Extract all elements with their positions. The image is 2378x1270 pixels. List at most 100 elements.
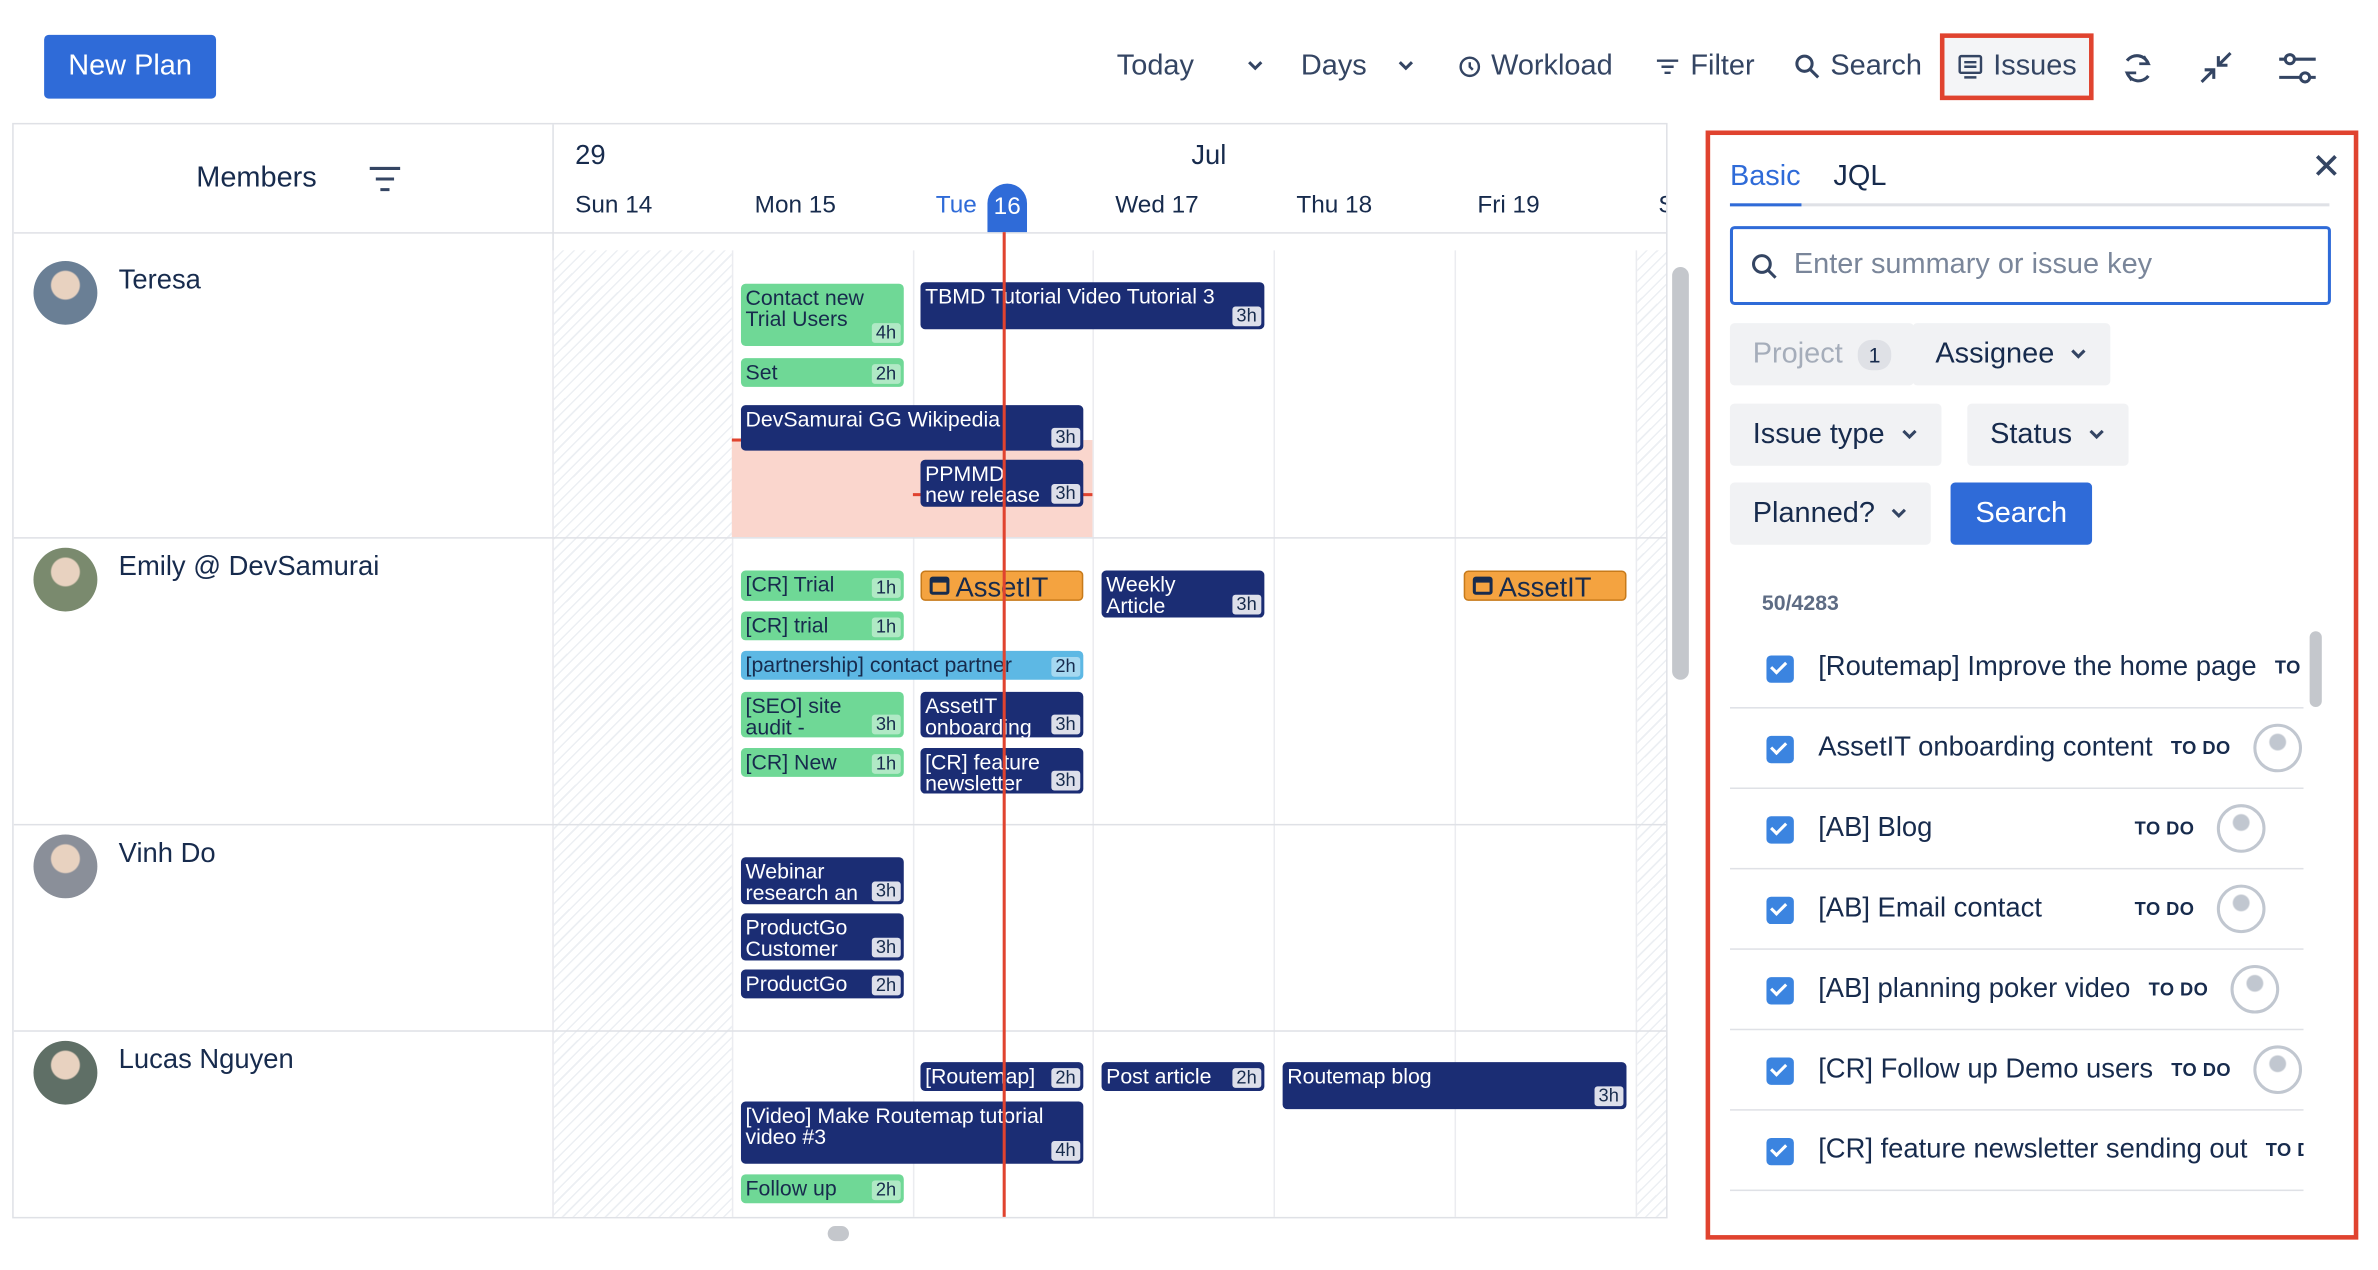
issue-row[interactable]: [AB] Blog TO DO — [1729, 789, 2304, 870]
event-title: AssetIT — [956, 572, 1049, 600]
event-title: PPMMD new release — [925, 461, 1040, 507]
event-duration: 3h — [1593, 1086, 1624, 1107]
search-input[interactable]: Enter summary or issue key — [1729, 226, 2331, 305]
event-duration: 3h — [1050, 483, 1081, 504]
status-filter[interactable]: Status — [1967, 403, 2129, 466]
day-label: Sun 14 — [575, 192, 653, 219]
collapse-icon[interactable] — [2197, 49, 2237, 88]
event[interactable]: ProductGo 2h — [740, 969, 904, 999]
event-title: [partnership] contact partner — [745, 652, 1012, 677]
project-filter[interactable]: Project 1 — [1729, 323, 1914, 386]
refresh-icon[interactable] — [2118, 49, 2158, 88]
clock-icon — [1459, 56, 1481, 78]
today-dropdown[interactable]: Today — [1117, 50, 1264, 83]
chevron — [1901, 429, 1917, 439]
list-scrollbar — [2309, 631, 2322, 708]
day-column — [1092, 250, 1273, 1217]
filter-button[interactable]: Filter — [1654, 50, 1755, 83]
event[interactable]: TBMD Tutorial Video Tutorial 3 3h — [920, 282, 1265, 330]
day-label: Thu 18 — [1296, 192, 1373, 219]
close-icon[interactable] — [2314, 153, 2338, 177]
event[interactable]: Set 2h — [740, 358, 904, 387]
tab-basic[interactable]: Basic — [1729, 160, 1801, 193]
event-duration: 3h — [871, 714, 901, 735]
planned-filter[interactable]: Planned? — [1729, 482, 1932, 545]
member-name: Emily @ DevSamurai — [118, 550, 380, 582]
event[interactable]: AssetIT — [1463, 570, 1627, 601]
event[interactable]: [partnership] contact partner 2h — [740, 650, 1084, 680]
event[interactable]: [CR] New 1h — [740, 748, 904, 777]
issue-title: [CR] Follow up Demo users — [1818, 1053, 2154, 1084]
checkbox[interactable] — [1766, 896, 1794, 925]
checkbox[interactable] — [1766, 1137, 1794, 1166]
event-title: ProductGo Customer — [745, 914, 848, 961]
event[interactable]: Contact new Trial Users 4h — [740, 283, 904, 346]
members-header: Members — [196, 162, 317, 195]
event[interactable]: AssetIT — [920, 570, 1084, 601]
workload-label: Workload — [1491, 50, 1613, 82]
checkbox[interactable] — [1766, 655, 1794, 683]
day-label: Mon 15 — [754, 192, 836, 219]
event[interactable]: [Video] Make Routemap tutorial video #3 4… — [740, 1101, 1084, 1164]
issues-icon — [1958, 54, 1983, 79]
issue-row[interactable]: AssetIT onboarding content TO DO — [1729, 709, 2304, 789]
event[interactable]: ProductGo Customer 3h — [740, 913, 904, 961]
event[interactable]: [Routemap] 2h — [920, 1062, 1084, 1091]
assignee-filter[interactable]: Assignee — [1912, 323, 2111, 386]
chevron — [1247, 61, 1262, 71]
search-button[interactable]: Search — [1794, 50, 1922, 83]
checkbox[interactable] — [1766, 735, 1794, 764]
issue-row[interactable]: [CR] feature newsletter sending out TO DO — [1729, 1111, 2304, 1192]
settings-icon[interactable] — [2276, 49, 2319, 88]
checkbox[interactable] — [1766, 816, 1794, 844]
event-title: [CR] New — [745, 749, 837, 774]
days-dropdown[interactable]: Days — [1301, 50, 1416, 83]
event[interactable]: Weekly Article 3h — [1101, 570, 1265, 618]
chevron — [2089, 429, 2104, 439]
checkbox[interactable] — [1766, 1057, 1794, 1085]
event-duration: 1h — [871, 753, 901, 774]
event-duration: 4h — [871, 322, 901, 343]
event[interactable]: Follow up 2h — [740, 1174, 904, 1204]
event-title: [CR] trial — [745, 612, 829, 638]
event[interactable]: DevSamurai GG Wikipedia 3h — [740, 405, 1084, 451]
event-duration: 1h — [871, 617, 901, 638]
event-duration: 2h — [1050, 656, 1081, 677]
event[interactable]: [CR] feature newsletter 3h — [920, 748, 1084, 794]
issues-button[interactable]: Issues — [1939, 33, 2094, 101]
today-line — [1002, 232, 1006, 1217]
event[interactable]: Post article 2h — [1101, 1062, 1265, 1091]
event[interactable]: Webinar research an 3h — [740, 857, 904, 905]
event[interactable]: Routemap blog 3h — [1282, 1062, 1627, 1110]
workload-button[interactable]: Workload — [1458, 50, 1613, 83]
event-title: ProductGo — [745, 971, 848, 996]
issue-title: [AB] Blog — [1818, 811, 1933, 843]
overload-line — [731, 438, 745, 442]
event-title: [Video] Make Routemap tutorial video #3 — [745, 1103, 1044, 1149]
event[interactable]: PPMMD new release 3h — [920, 459, 1084, 507]
status-label: Status — [1990, 418, 2073, 450]
event[interactable]: [SEO] site audit - 3h — [740, 691, 904, 738]
chevron — [2071, 348, 2086, 358]
issue-status: TO DO — [2134, 817, 2195, 840]
day-label: Tue — [935, 192, 977, 219]
event[interactable]: [CR] trial 1h — [740, 611, 904, 641]
weekend-column — [1635, 250, 1667, 1217]
tab-jql[interactable]: JQL — [1833, 160, 1887, 193]
issue-type-filter[interactable]: Issue type — [1729, 403, 1941, 466]
checkbox[interactable] — [1766, 977, 1794, 1005]
search-submit[interactable]: Search — [1950, 482, 2093, 545]
new-plan-button[interactable]: New Plan — [44, 34, 217, 99]
sort-icon[interactable] — [368, 164, 401, 194]
event[interactable]: [CR] Trial 1h — [740, 570, 904, 601]
issue-row[interactable]: [AB] Email contact TO DO — [1729, 869, 2304, 950]
event-title: DevSamurai GG Wikipedia — [745, 406, 1001, 431]
issue-row[interactable]: [AB] planning poker video TO DO — [1729, 950, 2304, 1031]
issue-row[interactable]: [Routemap] Improve the home page TO DO — [1729, 628, 2304, 709]
avatar — [33, 260, 98, 325]
event[interactable]: AssetIT onboarding 3h — [920, 691, 1084, 738]
issues-panel: Basic JQL Enter summary or issue key Pro… — [1705, 130, 2359, 1240]
issue-row[interactable]: [CR] Follow up Demo users TO DO — [1729, 1030, 2304, 1111]
filter-label: Filter — [1690, 50, 1755, 82]
